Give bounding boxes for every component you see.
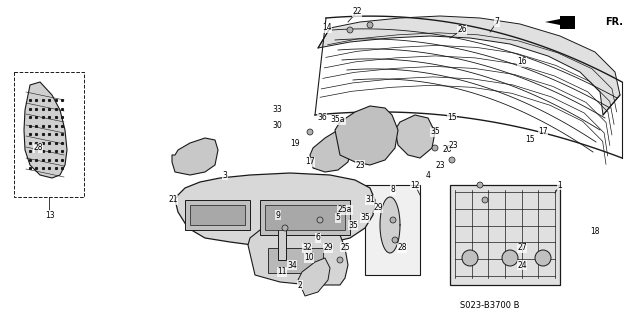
Text: FR.: FR. (605, 17, 623, 27)
Text: 31: 31 (365, 196, 375, 204)
Text: 21: 21 (168, 196, 178, 204)
Polygon shape (335, 106, 398, 165)
Circle shape (337, 257, 343, 263)
Text: 27: 27 (517, 243, 527, 253)
Text: 4: 4 (426, 170, 431, 180)
Bar (260, 200, 350, 235)
Circle shape (482, 197, 488, 203)
Text: 5: 5 (335, 213, 340, 222)
Text: 36: 36 (317, 114, 327, 122)
Circle shape (392, 237, 398, 243)
Text: 26: 26 (457, 26, 467, 34)
Circle shape (535, 250, 551, 266)
Text: 29: 29 (373, 204, 383, 212)
Text: 24: 24 (517, 261, 527, 270)
Text: 12: 12 (410, 181, 420, 189)
Bar (185, 200, 250, 230)
Circle shape (347, 27, 353, 33)
Polygon shape (248, 225, 348, 285)
Text: 25: 25 (340, 242, 350, 251)
Text: 29: 29 (323, 243, 333, 253)
Text: 14: 14 (322, 24, 332, 33)
Text: 32: 32 (302, 243, 312, 253)
Text: 13: 13 (45, 211, 55, 219)
Polygon shape (395, 115, 435, 158)
Text: 15: 15 (525, 136, 535, 145)
Text: 23: 23 (435, 160, 445, 169)
Circle shape (502, 250, 518, 266)
Text: 33: 33 (272, 106, 282, 115)
Text: 25a: 25a (338, 205, 352, 214)
Text: 17: 17 (538, 128, 548, 137)
Text: 23: 23 (355, 160, 365, 169)
Text: 35a: 35a (331, 115, 345, 124)
Bar (265, 205, 345, 230)
Bar (190, 205, 245, 225)
Text: 7: 7 (495, 18, 499, 26)
Circle shape (282, 225, 288, 231)
Polygon shape (298, 258, 330, 296)
Polygon shape (310, 130, 352, 172)
Text: S023-B3700 B: S023-B3700 B (460, 301, 520, 310)
Text: 17: 17 (305, 158, 315, 167)
Text: 8: 8 (390, 186, 396, 195)
Text: 28: 28 (397, 243, 407, 253)
Bar (450, 185, 560, 285)
Text: 15: 15 (447, 114, 457, 122)
Circle shape (317, 217, 323, 223)
Polygon shape (175, 173, 375, 248)
Polygon shape (318, 16, 620, 115)
Bar (14, 72, 84, 197)
Bar (278, 220, 286, 260)
Text: 10: 10 (304, 254, 314, 263)
Text: 1: 1 (557, 181, 563, 189)
Bar (365, 185, 420, 275)
Text: 2: 2 (298, 280, 302, 290)
Circle shape (307, 129, 313, 135)
Text: 34: 34 (287, 261, 297, 270)
Text: 28: 28 (33, 144, 43, 152)
Text: 20: 20 (442, 145, 452, 154)
Bar (268, 248, 323, 273)
Text: 3: 3 (223, 170, 227, 180)
Text: 35: 35 (348, 220, 358, 229)
Text: 11: 11 (277, 268, 287, 277)
Text: 35: 35 (360, 213, 370, 222)
Text: 6: 6 (316, 234, 321, 242)
Text: 22: 22 (352, 8, 362, 17)
Text: 18: 18 (590, 227, 600, 236)
Text: 35: 35 (430, 128, 440, 137)
Polygon shape (172, 138, 218, 175)
Circle shape (477, 182, 483, 188)
Text: 30: 30 (272, 121, 282, 130)
Polygon shape (380, 197, 400, 253)
Text: 23: 23 (448, 140, 458, 150)
Polygon shape (24, 82, 67, 178)
Circle shape (449, 157, 455, 163)
Circle shape (367, 22, 373, 28)
Text: 19: 19 (290, 138, 300, 147)
Text: 9: 9 (276, 211, 280, 219)
Circle shape (390, 217, 396, 223)
Circle shape (462, 250, 478, 266)
Circle shape (432, 145, 438, 151)
Text: 16: 16 (517, 57, 527, 66)
Polygon shape (545, 16, 575, 29)
